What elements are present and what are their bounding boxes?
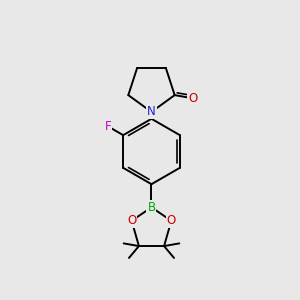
Text: B: B [147, 201, 155, 214]
Text: F: F [104, 120, 111, 133]
Text: O: O [127, 214, 136, 227]
Text: N: N [147, 106, 156, 118]
Text: O: O [188, 92, 197, 105]
Text: O: O [167, 214, 176, 227]
